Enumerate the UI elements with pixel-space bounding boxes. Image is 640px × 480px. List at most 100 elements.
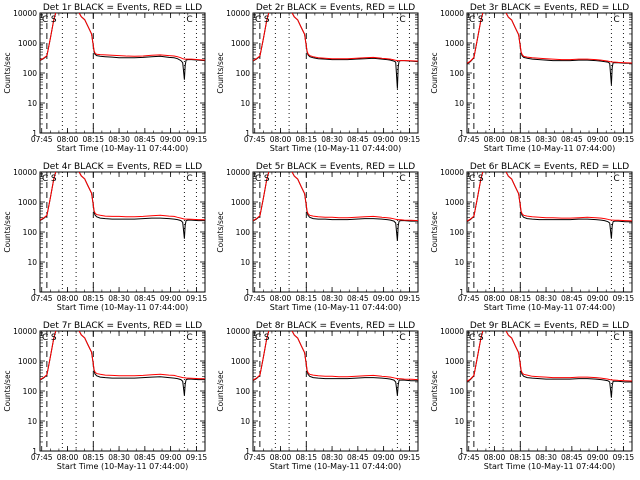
y-tick-label: 1000 [18,198,37,207]
events-series-line [40,172,205,239]
y-tick-label: 1000 [445,357,464,366]
attenuator-marker: C [469,174,475,184]
lld-series-line [40,13,205,61]
x-tick-label: 09:15 [613,294,635,303]
x-tick-label: 08:15 [295,453,317,462]
x-tick-label: 09:15 [399,294,421,303]
plot-frame [39,171,206,293]
events-series-line [467,13,632,85]
y-tick-label: 1 [32,288,37,297]
series-group [253,13,418,89]
attenuator-marker: C [42,174,48,184]
x-axis-label: Start Time (10-May-11 07:44:00) [484,144,615,153]
x-axis-label: Start Time (10-May-11 07:44:00) [484,303,615,312]
y-tick-label: 10000 [13,9,37,18]
y-tick-label: 10000 [226,9,250,18]
detector-panel: 1 10 100 1000 10000 07:45 08:00 08:15 08:30 08:45… [3,321,208,471]
plot-frame [252,12,419,134]
y-tick-label: 1000 [445,39,464,48]
plot-frame [252,171,419,293]
y-axis-label: Counts/sec [430,370,439,411]
y-tick-label: 1000 [231,357,250,366]
attenuator-marker: C [42,15,48,25]
attenuator-marker: S [51,333,57,343]
x-tick-label: 08:00 [57,294,79,303]
panel-title: Det 2r BLACK = Events, RED = LLD [256,3,415,13]
series-group [467,331,632,398]
attenuator-marker: C [469,333,475,343]
y-tick-label: 10000 [440,9,464,18]
attenuator-marker: S [264,333,270,343]
attenuator-marker: S [264,15,270,25]
y-tick-label: 10 [27,417,37,426]
x-tick-label: 08:30 [535,135,557,144]
x-tick-label: 08:00 [270,453,292,462]
attenuator-marker: C [255,333,261,343]
y-tick-label: 10 [27,258,37,267]
y-tick-label: 10000 [13,168,37,177]
x-tick-label: 08:45 [347,453,369,462]
x-tick-label: 08:00 [270,294,292,303]
events-series-line [253,172,418,242]
x-tick-label: 08:30 [108,135,130,144]
x-tick-label: 08:00 [57,453,79,462]
x-tick-label: 07:45 [31,453,53,462]
x-axis-label: Start Time (10-May-11 07:44:00) [57,144,188,153]
x-axis-label: Start Time (10-May-11 07:44:00) [270,303,401,312]
lld-series-line [40,331,205,381]
lld-series-line [253,172,418,222]
y-tick-label: 10000 [440,327,464,336]
x-tick-label: 09:15 [399,453,421,462]
series-group [40,13,205,80]
attenuator-marker: S [51,15,57,25]
attenuator-marker: C [186,174,192,184]
y-tick-label: 100 [23,228,38,237]
x-tick-label: 07:45 [458,135,480,144]
y-tick-label: 10000 [226,168,250,177]
x-tick-label: 08:00 [484,135,506,144]
x-tick-label: 07:45 [458,294,480,303]
x-tick-label: 08:45 [134,453,156,462]
y-tick-label: 10000 [226,327,250,336]
y-tick-label: 10 [27,99,37,108]
attenuator-marker: S [478,15,484,25]
y-axis-label: Counts/sec [216,370,225,411]
events-series-line [40,13,205,80]
plot-frame [466,330,633,452]
x-tick-label: 09:15 [186,453,208,462]
x-tick-label: 09:00 [160,135,182,144]
x-tick-label: 09:00 [373,453,395,462]
panel-title: Det 3r BLACK = Events, RED = LLD [470,3,629,13]
x-axis-label: Start Time (10-May-11 07:44:00) [270,462,401,471]
attenuator-marker: C [255,174,261,184]
x-tick-label: 09:15 [186,294,208,303]
y-tick-label: 1000 [18,357,37,366]
y-tick-label: 10 [454,99,464,108]
y-axis-label: Counts/sec [216,52,225,93]
attenuator-marker: C [613,15,619,25]
y-tick-label: 10 [454,417,464,426]
y-tick-label: 10 [454,258,464,267]
y-tick-label: 100 [450,69,465,78]
detector-panel: 1 10 100 1000 10000 07:45 08:00 08:15 08:30 08:45… [216,321,421,471]
events-series-line [467,172,632,239]
detector-panel: 1 10 100 1000 10000 07:45 08:00 08:15 08:30 08:45… [430,321,634,471]
series-group [467,172,632,239]
x-tick-label: 08:30 [321,135,343,144]
lld-series-line [253,331,418,381]
y-tick-label: 100 [236,387,251,396]
plot-frame [466,12,633,134]
attenuator-marker: S [264,174,270,184]
x-tick-label: 08:15 [509,135,531,144]
x-tick-label: 07:45 [244,294,266,303]
x-tick-label: 08:15 [295,294,317,303]
x-tick-label: 09:00 [587,453,609,462]
y-tick-label: 1000 [231,39,250,48]
y-tick-label: 1 [32,447,37,456]
plot-frame [39,12,206,134]
panel-title: Det 9r BLACK = Events, RED = LLD [470,321,629,331]
detector-panel: 1 10 100 1000 10000 07:45 08:00 08:15 08:30 08:45… [216,162,421,312]
plot-frame [466,171,633,293]
y-tick-label: 1000 [445,198,464,207]
x-tick-label: 09:15 [186,135,208,144]
